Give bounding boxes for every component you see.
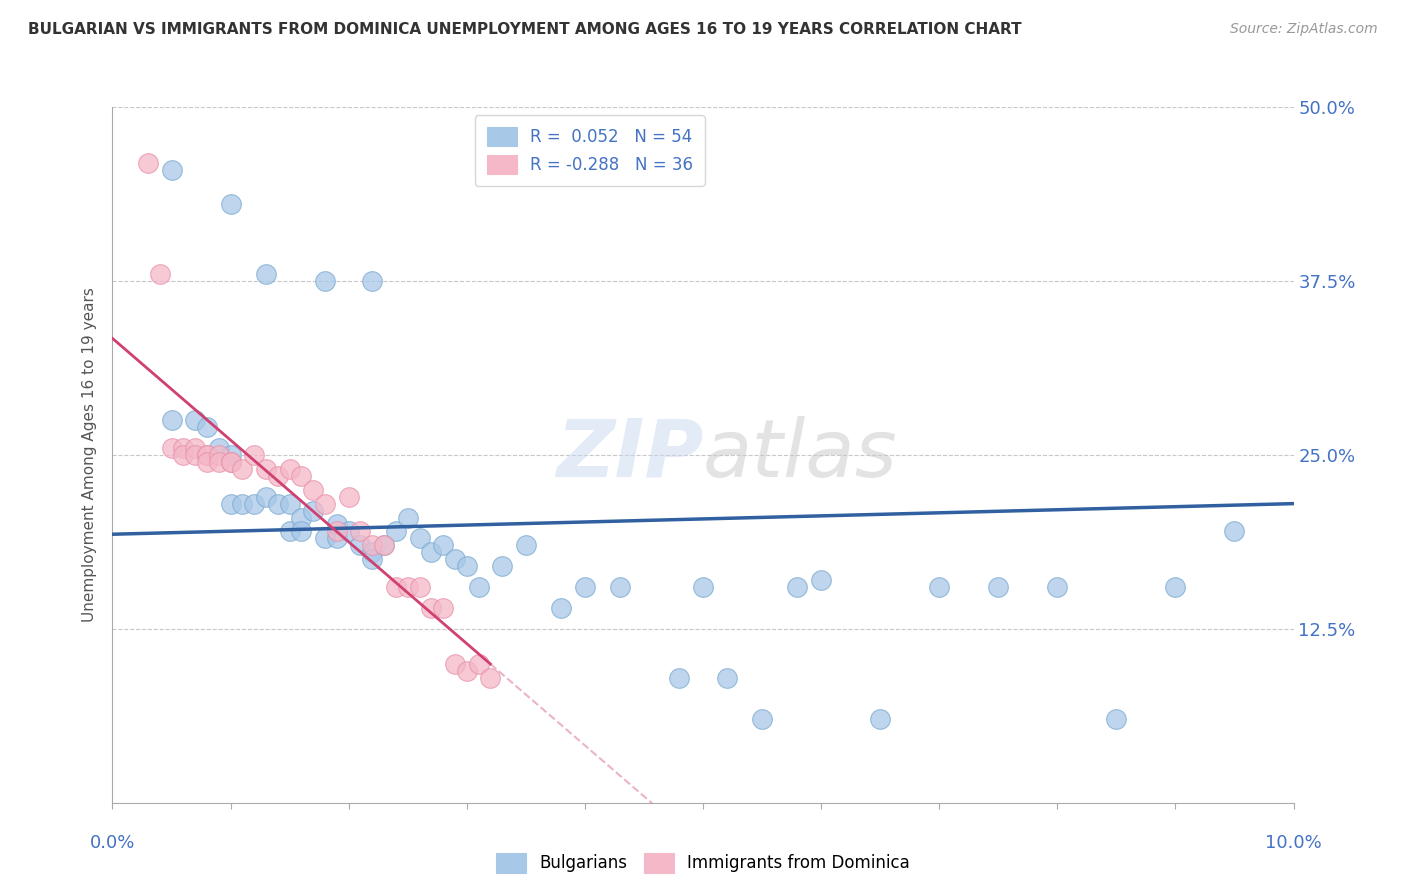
Point — [444, 552, 467, 566]
Point — [267, 497, 290, 511]
Point — [467, 580, 489, 594]
Text: ZIP: ZIP — [555, 416, 703, 494]
Point — [751, 712, 773, 726]
Point — [467, 657, 489, 671]
Point — [184, 413, 207, 427]
Point — [172, 448, 194, 462]
Text: 0.0%: 0.0% — [90, 834, 135, 852]
Point — [160, 441, 183, 455]
Point — [515, 538, 537, 552]
Point — [290, 510, 312, 524]
Point — [302, 483, 325, 497]
Point — [314, 274, 336, 288]
Point — [149, 267, 172, 281]
Point — [267, 468, 290, 483]
Point — [290, 524, 312, 539]
Point — [219, 197, 242, 211]
Point — [1164, 580, 1187, 594]
Point — [432, 538, 454, 552]
Point — [420, 601, 443, 615]
Point — [231, 462, 253, 476]
Point — [314, 532, 336, 546]
Point — [361, 538, 384, 552]
Point — [692, 580, 714, 594]
Point — [361, 274, 384, 288]
Text: Source: ZipAtlas.com: Source: ZipAtlas.com — [1230, 22, 1378, 37]
Point — [302, 503, 325, 517]
Point — [361, 552, 384, 566]
Point — [373, 538, 395, 552]
Point — [195, 448, 218, 462]
Point — [456, 664, 478, 678]
Point — [1046, 580, 1069, 594]
Point — [326, 532, 349, 546]
Point — [668, 671, 690, 685]
Point — [278, 462, 301, 476]
Point — [184, 448, 207, 462]
Point — [278, 497, 301, 511]
Point — [456, 559, 478, 574]
Point — [136, 155, 159, 169]
Point — [408, 532, 430, 546]
Point — [385, 524, 408, 539]
Point — [408, 580, 430, 594]
Point — [810, 573, 832, 587]
Text: atlas: atlas — [703, 416, 898, 494]
Point — [444, 657, 467, 671]
Point — [373, 538, 395, 552]
Point — [219, 448, 242, 462]
Point — [231, 497, 253, 511]
Point — [786, 580, 808, 594]
Point — [869, 712, 891, 726]
Point — [349, 524, 371, 539]
Point — [278, 524, 301, 539]
Point — [195, 455, 218, 469]
Point — [337, 524, 360, 539]
Point — [219, 497, 242, 511]
Point — [160, 162, 183, 177]
Point — [1223, 524, 1246, 539]
Point — [195, 448, 218, 462]
Text: BULGARIAN VS IMMIGRANTS FROM DOMINICA UNEMPLOYMENT AMONG AGES 16 TO 19 YEARS COR: BULGARIAN VS IMMIGRANTS FROM DOMINICA UN… — [28, 22, 1022, 37]
Point — [337, 490, 360, 504]
Point — [326, 517, 349, 532]
Point — [254, 462, 277, 476]
Point — [1105, 712, 1128, 726]
Point — [172, 441, 194, 455]
Point — [479, 671, 502, 685]
Point — [219, 455, 242, 469]
Point — [254, 490, 277, 504]
Point — [420, 545, 443, 559]
Point — [254, 267, 277, 281]
Legend: Bulgarians, Immigrants from Dominica: Bulgarians, Immigrants from Dominica — [489, 847, 917, 880]
Point — [928, 580, 950, 594]
Text: 10.0%: 10.0% — [1265, 834, 1322, 852]
Legend: R =  0.052   N = 54, R = -0.288   N = 36: R = 0.052 N = 54, R = -0.288 N = 36 — [475, 115, 704, 186]
Point — [243, 497, 266, 511]
Point — [361, 545, 384, 559]
Point — [160, 413, 183, 427]
Y-axis label: Unemployment Among Ages 16 to 19 years: Unemployment Among Ages 16 to 19 years — [82, 287, 97, 623]
Point — [987, 580, 1010, 594]
Point — [349, 538, 371, 552]
Point — [290, 468, 312, 483]
Point — [396, 580, 419, 594]
Point — [184, 441, 207, 455]
Point — [326, 524, 349, 539]
Point — [396, 510, 419, 524]
Point — [491, 559, 513, 574]
Point — [574, 580, 596, 594]
Point — [609, 580, 631, 594]
Point — [219, 455, 242, 469]
Point — [208, 448, 231, 462]
Point — [208, 455, 231, 469]
Point — [716, 671, 738, 685]
Point — [208, 441, 231, 455]
Point — [550, 601, 572, 615]
Point — [243, 448, 266, 462]
Point — [432, 601, 454, 615]
Point — [314, 497, 336, 511]
Point — [385, 580, 408, 594]
Point — [195, 420, 218, 434]
